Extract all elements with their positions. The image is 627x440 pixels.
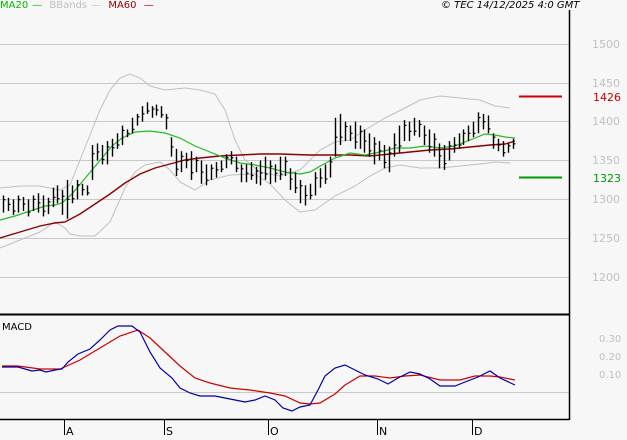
price-tick-1300: 1300 (592, 193, 620, 206)
macd-tick-030: 0.30 (599, 334, 622, 345)
ohlc-bars (2, 102, 516, 219)
macd-signal-line (2, 329, 516, 405)
month-label-aug: A (66, 425, 74, 438)
price-tick-1400: 1400 (592, 115, 620, 128)
legend: MA20— BBands — MA60 — (0, 0, 158, 12)
bbands-lines (0, 73, 511, 249)
support-label: 1323 (593, 172, 621, 185)
macd-tick-020: 0.20 (599, 352, 622, 363)
price-tick-1200: 1200 (592, 271, 620, 284)
copyright-timestamp: © TEC 14/12/2025 4:0 GMT (441, 0, 580, 11)
month-label-oct: O (270, 425, 279, 438)
x-axis-ticks (64, 420, 473, 435)
macd-tick-010: 0.10 (599, 370, 622, 381)
price-tick-1250: 1250 (592, 232, 620, 245)
legend-ma60: MA60 — (108, 0, 154, 11)
month-label-sep: S (166, 425, 173, 438)
month-label-dec: D (474, 425, 483, 438)
ma60-line (0, 140, 516, 239)
month-label-nov: N (379, 425, 388, 438)
resistance-label: 1426 (593, 91, 621, 104)
legend-bbands: BBands — (49, 0, 102, 11)
price-tick-1500: 1500 (592, 38, 620, 51)
price-tick-1450: 1450 (592, 77, 620, 90)
macd-title: MACD (2, 322, 32, 333)
legend-ma20: MA20— (0, 0, 43, 11)
macd-line (2, 325, 516, 412)
price-tick-1350: 1350 (592, 154, 620, 167)
price-gridlines (0, 44, 569, 393)
